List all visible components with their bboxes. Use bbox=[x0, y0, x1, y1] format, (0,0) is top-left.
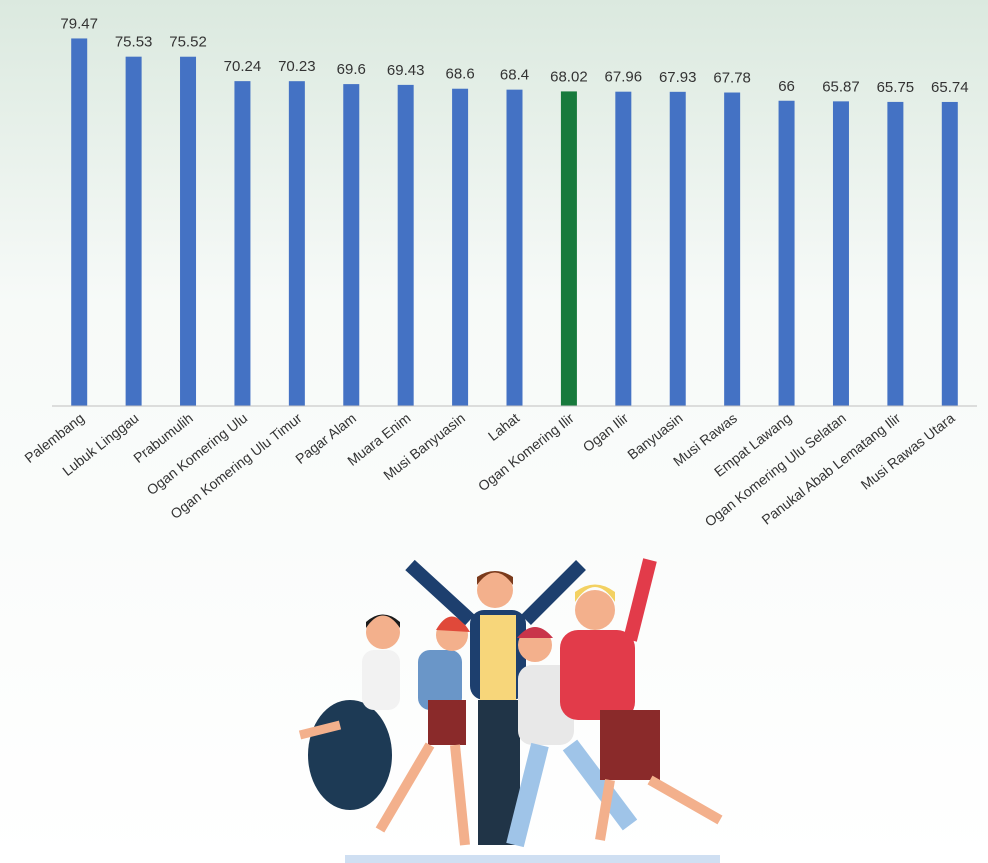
value-label: 79.47 bbox=[60, 15, 98, 32]
value-label: 67.96 bbox=[605, 69, 643, 86]
value-label: 68.4 bbox=[500, 67, 529, 84]
value-label: 65.74 bbox=[931, 79, 969, 96]
bar bbox=[560, 91, 577, 406]
bar bbox=[343, 84, 360, 406]
bar bbox=[941, 101, 958, 406]
bar bbox=[125, 56, 142, 407]
bar bbox=[234, 81, 251, 406]
value-label: 68.6 bbox=[445, 66, 474, 83]
value-label: 66 bbox=[778, 78, 795, 95]
bar bbox=[615, 91, 632, 406]
value-label: 69.6 bbox=[337, 61, 366, 78]
bar bbox=[832, 101, 849, 406]
bar bbox=[887, 101, 904, 406]
value-label: 68.02 bbox=[550, 68, 588, 85]
value-label: 65.75 bbox=[877, 79, 915, 96]
bar bbox=[669, 91, 686, 406]
bar bbox=[288, 81, 305, 406]
value-label: 65.87 bbox=[822, 78, 860, 95]
bar bbox=[506, 89, 523, 407]
value-label: 75.52 bbox=[169, 34, 207, 51]
value-label: 75.53 bbox=[115, 34, 153, 51]
bar bbox=[778, 100, 795, 406]
bar bbox=[397, 84, 414, 406]
value-label: 70.23 bbox=[278, 58, 316, 75]
value-label: 67.93 bbox=[659, 69, 697, 86]
value-label: 69.43 bbox=[387, 62, 425, 79]
illustration bbox=[298, 558, 723, 863]
bar bbox=[71, 38, 88, 407]
bar bbox=[180, 56, 197, 406]
value-label: 67.78 bbox=[713, 70, 751, 87]
bar bbox=[724, 92, 741, 406]
value-label: 70.24 bbox=[224, 58, 262, 75]
bar bbox=[452, 88, 469, 406]
